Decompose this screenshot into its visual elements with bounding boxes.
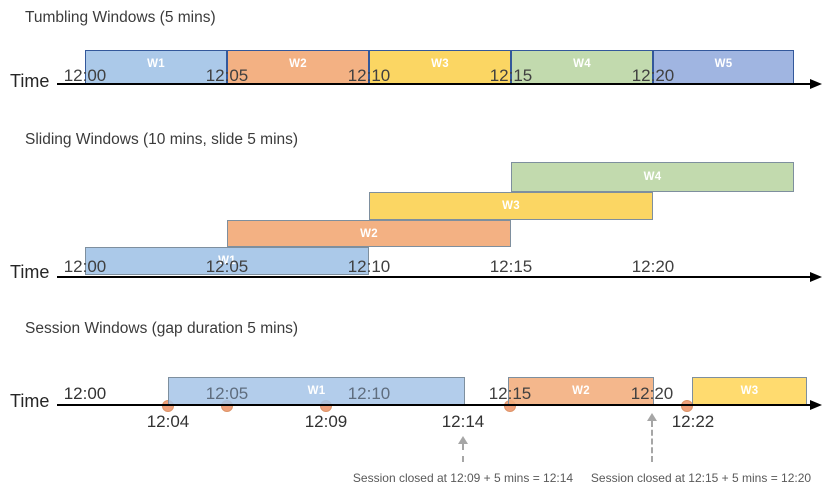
window-label: W4: [573, 58, 591, 70]
window-label: W5: [714, 58, 733, 70]
session-timeline-axis: [57, 404, 812, 406]
session-time-label: Time: [10, 391, 50, 411]
session-window-w3: W3: [692, 377, 807, 405]
sliding-tick: 12:15: [489, 257, 533, 276]
session-tick-12-05: 12:05: [205, 384, 249, 403]
sliding-window-w1: W1: [85, 247, 369, 275]
session-tick-12-10: 12:10: [347, 384, 391, 403]
window-label: W3: [431, 58, 449, 70]
window-label: W3: [502, 200, 520, 212]
sliding-tick: 12:10: [347, 257, 391, 276]
sliding-timeline-arrowhead-icon: [810, 272, 822, 282]
tumbling-time-label: Time: [10, 71, 50, 91]
tumbling-tick: 12:10: [347, 66, 391, 85]
tumbling-timeline-arrowhead-icon: [810, 79, 822, 89]
tumbling-window-w5: W5: [653, 50, 794, 85]
window-label: W1: [307, 385, 326, 397]
sliding-window-w2: W2: [227, 220, 511, 247]
sliding-window-w3: W3: [369, 192, 653, 220]
session-section-title: Session Windows (gap duration 5 mins): [25, 320, 299, 337]
event-label-12-22: 12:22: [671, 412, 715, 431]
tumbling-tick: 12:20: [631, 66, 675, 85]
session-tick-12-20: 12:20: [630, 384, 674, 403]
sliding-timeline-axis: [57, 276, 812, 278]
tumbling-tick: 12:00: [63, 66, 107, 85]
sliding-time-label: Time: [10, 262, 50, 282]
dashed-up-arrow-icon: [458, 436, 468, 462]
tumbling-window-w1: W1: [85, 50, 227, 85]
sliding-window-w4: W4: [511, 162, 794, 192]
window-label: W3: [740, 385, 759, 397]
tumbling-timeline-axis: [57, 83, 812, 85]
sliding-tick: 12:20: [631, 257, 675, 276]
window-label: W2: [289, 58, 307, 70]
window-label: W1: [147, 58, 165, 70]
tumbling-window-w3: W3: [369, 50, 511, 85]
session-closed-annotation-1: Session closed at 12:09 + 5 mins = 12:14: [352, 471, 574, 485]
window-label: W2: [360, 227, 378, 240]
window-label: W1: [218, 255, 236, 267]
session-tick-12-15: 12:15: [488, 384, 532, 403]
session-tick-12-00: 12:00: [63, 384, 107, 403]
sliding-tick: 12:00: [63, 257, 107, 276]
session-timeline-arrowhead-icon: [810, 400, 822, 410]
tumbling-section-title: Tumbling Windows (5 mins): [25, 9, 216, 26]
window-label: W4: [643, 171, 662, 183]
arrowhead: [458, 436, 468, 444]
arrow-stem: [651, 421, 653, 462]
sliding-tick: 12:05: [205, 257, 249, 276]
sliding-section-title: Sliding Windows (10 mins, slide 5 mins): [25, 131, 299, 148]
arrow-stem: [462, 444, 464, 462]
dashed-up-arrow-icon: [647, 413, 657, 462]
event-label-12-09: 12:09: [304, 412, 348, 431]
arrowhead: [647, 413, 657, 421]
session-window-w1: W1: [168, 377, 465, 405]
session-window-w2: W2: [508, 377, 654, 405]
tumbling-tick: 12:15: [489, 66, 533, 85]
tumbling-tick: 12:05: [205, 66, 249, 85]
session-closed-annotation-2: Session closed at 12:15 + 5 mins = 12:20: [590, 471, 812, 485]
event-dot-12-22: [681, 400, 693, 412]
event-label-12-04: 12:04: [146, 412, 190, 431]
window-label: W2: [572, 385, 590, 397]
event-label-12-14: 12:14: [441, 412, 485, 431]
